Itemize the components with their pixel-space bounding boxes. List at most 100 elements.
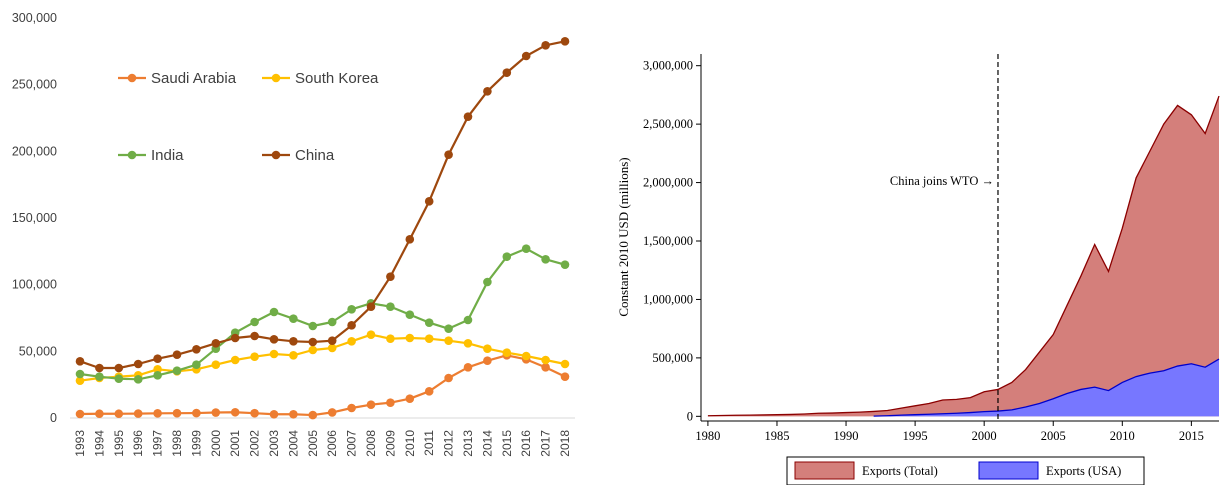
y-tick-label: 2,500,000 [643, 117, 693, 131]
x-tick-label: 2005 [306, 430, 320, 457]
data-point [269, 335, 279, 344]
y-tick-label: 0 [687, 409, 693, 423]
data-point [541, 255, 550, 264]
legend-swatch [978, 461, 1039, 480]
data-point [483, 87, 492, 96]
x-tick-label: 1980 [695, 429, 720, 443]
data-point [269, 349, 279, 359]
legend-item-south-korea: South Korea [262, 70, 379, 87]
data-point [366, 330, 376, 339]
data-point [521, 51, 531, 61]
y-tick-label: 1,000,000 [643, 292, 693, 306]
area-exports-usa [873, 359, 1219, 417]
x-tick-label: 1993 [73, 430, 87, 457]
data-point [347, 337, 356, 346]
legend-label: South Korea [295, 70, 379, 87]
data-point [560, 359, 570, 369]
x-tick-label: 2011 [422, 430, 436, 456]
data-point [463, 112, 473, 121]
data-point [153, 365, 162, 374]
data-point [95, 409, 104, 419]
data-point [405, 394, 415, 403]
x-tick-label: 2005 [1041, 429, 1066, 443]
legend-label: India [151, 147, 184, 164]
x-tick-label: 2013 [461, 430, 475, 457]
data-point [172, 366, 182, 375]
legend-label: Saudi Arabia [151, 70, 237, 87]
data-point [424, 318, 434, 327]
series-line [79, 354, 566, 417]
y-tick-label: 300,000 [12, 11, 57, 25]
data-point [502, 68, 512, 77]
data-point [483, 277, 492, 287]
wto-annotation: China joins WTO → [890, 174, 994, 188]
data-point [327, 317, 337, 327]
x-tick-label: 2012 [442, 430, 456, 457]
data-point [133, 375, 143, 384]
data-point [502, 252, 512, 261]
y-tick-label: 200,000 [12, 144, 57, 158]
data-point [541, 41, 550, 50]
x-tick-label: 2006 [325, 430, 339, 457]
data-point [114, 374, 124, 383]
y-axis-title: Constant 2010 USD (millions) [616, 157, 631, 316]
data-point [521, 351, 531, 361]
data-point [269, 307, 279, 317]
x-tick-label: 1997 [151, 430, 165, 457]
data-point [192, 345, 201, 354]
area-exports-total [707, 96, 1219, 417]
y-tick-label: 1,500,000 [643, 234, 693, 248]
x-tick-label: 1995 [903, 429, 928, 443]
data-point [463, 363, 473, 372]
data-point [250, 352, 259, 361]
x-tick-label: 2017 [539, 430, 553, 457]
x-tick-label: 2009 [383, 430, 397, 457]
data-point [250, 408, 259, 418]
y-tick-label: 250,000 [12, 78, 57, 92]
data-point [405, 235, 415, 244]
legend-item-india: India [118, 147, 184, 164]
series-south-korea [75, 330, 570, 385]
x-tick-label: 1996 [131, 430, 145, 457]
data-point [250, 331, 259, 341]
data-point [153, 371, 162, 380]
data-point [114, 409, 124, 419]
data-point [172, 350, 182, 359]
data-point [308, 337, 318, 347]
data-point [541, 355, 550, 365]
x-tick-label: 2015 [500, 430, 514, 457]
data-point [386, 398, 395, 407]
data-point [444, 150, 453, 159]
x-tick-label: 1998 [170, 430, 184, 457]
data-point [327, 408, 337, 417]
data-point [230, 407, 240, 417]
legend: Exports (Total) Exports (USA) [786, 456, 1145, 485]
data-point [95, 363, 104, 373]
x-tick-label: 1995 [112, 430, 126, 457]
data-point [521, 244, 531, 253]
legend-swatch-marker [127, 150, 137, 160]
data-point [463, 339, 473, 348]
data-point [327, 336, 337, 345]
right-area-chart: China joins WTO → 0 500,000 1,000,000 1,500,… [616, 54, 1220, 485]
data-point [444, 373, 453, 383]
data-point [289, 314, 298, 323]
data-point [192, 360, 201, 369]
area-outline-exports-usa [873, 358, 1220, 417]
data-point [560, 372, 570, 381]
data-point [347, 321, 356, 330]
data-point [172, 408, 182, 418]
data-point [289, 337, 298, 346]
series-india [75, 244, 570, 384]
left-line-chart: 0 50,000 100,000 150,000 200,000 250,000 300,0… [12, 11, 575, 457]
x-tick-label: 2014 [480, 430, 494, 457]
data-point [289, 351, 298, 360]
data-point [463, 315, 473, 325]
data-point [75, 369, 85, 379]
data-point [366, 400, 376, 409]
y-tick-label: 0 [50, 411, 57, 425]
legend-item-saudi-arabia: Saudi Arabia [118, 70, 237, 87]
data-point [133, 409, 143, 418]
data-point [75, 357, 85, 366]
legend-label: Exports (Total) [862, 464, 938, 478]
